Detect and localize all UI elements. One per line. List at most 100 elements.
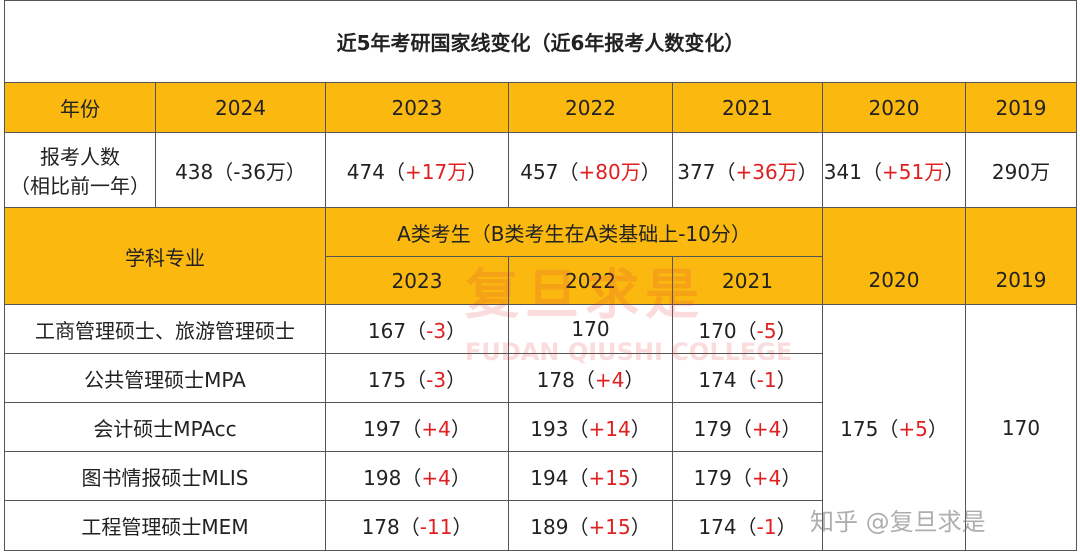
cell-text: ） [630, 416, 651, 441]
cell-text: 189（ [530, 515, 589, 539]
year: 2020 [822, 82, 966, 133]
cell-text: -1 [756, 515, 777, 539]
table-row: 会计硕士MPAcc 197（+4） 193（+14） 179（+4） [4, 402, 1077, 452]
table-row: 工程管理硕士MEM 178（-11） 189（+15） 174（-1） [4, 500, 1077, 551]
cell-text: -3 [426, 367, 447, 392]
cell-text: +14 [588, 416, 631, 441]
year: 2023 [325, 82, 509, 133]
cell-text: 175（ [840, 417, 899, 441]
score: 178（-11） [325, 500, 509, 551]
subject-header: 学科专业 [4, 207, 326, 305]
cell-text: ） [450, 465, 471, 490]
cell-text: +15 [588, 465, 631, 490]
applicant-count: 474（+17万） [325, 132, 509, 208]
cell-text: +36万 [735, 159, 798, 184]
score: 179（+4） [672, 451, 823, 501]
cell-text: ） [781, 416, 802, 441]
year: 2021 [672, 82, 823, 133]
cell-text: 174（ [698, 367, 757, 392]
year: 2019 [965, 207, 1077, 305]
cell-text: ） [776, 318, 797, 343]
cell-text: +80万 [578, 159, 641, 184]
cell-text: -5 [756, 318, 777, 343]
subject: 工程管理硕士MEM [4, 500, 326, 551]
score: 174（-1） [672, 353, 823, 403]
table-row: 年份 2024 2023 2022 2021 2020 2019 [4, 82, 1077, 133]
cell-text: 193（ [530, 416, 589, 441]
cell-text: 457（ [520, 159, 579, 184]
group-header: A类考生（B类考生在A类基础上-10分） [325, 207, 823, 257]
cell-text: 377（ [677, 159, 736, 184]
cell-text: +4 [421, 465, 451, 490]
score: 170（-5） [672, 304, 823, 354]
score: 178（+4） [508, 353, 673, 403]
cell-text: ） [630, 465, 651, 490]
score: 167（-3） [325, 304, 509, 354]
cell-text: ） [452, 515, 473, 539]
year: 2024 [155, 82, 326, 133]
applicant-count: 438（-36万） [155, 132, 326, 208]
cell-text: ） [797, 159, 818, 184]
cell-text: 438（-36万） [175, 159, 306, 184]
title: 近5年考研国家线变化（近6年报考人数变化） [4, 0, 1077, 83]
score: 194（+15） [508, 451, 673, 501]
year: 2020 [822, 207, 966, 305]
cell-text: 170（ [698, 318, 757, 343]
label-line: 报考人数 [40, 145, 120, 169]
cell-text: +15 [588, 515, 631, 539]
score: 170 [965, 304, 1077, 551]
cell-text: 474（ [346, 159, 405, 184]
cell-text: ） [446, 367, 467, 392]
subject: 图书情报硕士MLIS [4, 451, 326, 501]
subject: 公共管理硕士MPA [4, 353, 326, 403]
label-line: （相比前一年） [10, 174, 150, 198]
cell-text: 290万 [991, 159, 1051, 184]
score: 198（+4） [325, 451, 509, 501]
cell-text: ） [640, 159, 661, 184]
cell-text: 179（ [693, 465, 752, 490]
subject: 工商管理硕士、旅游管理硕士 [4, 304, 326, 354]
table-row: 2023 2022 2021 [5, 256, 1077, 305]
applicant-count: 457（+80万） [508, 132, 673, 208]
score: 189（+15） [508, 500, 673, 551]
applicant-count: 290万 [965, 132, 1077, 208]
cell-text: +4 [421, 416, 451, 441]
cell-text: ） [776, 515, 797, 539]
table-row: 报考人数 （相比前一年） 438（-36万） 474（+17万） 457（+80万） 37… [4, 132, 1077, 208]
cell-text: +4 [751, 465, 782, 490]
cell-text: +51万 [881, 159, 945, 184]
header-label: 年份 [4, 82, 156, 133]
cell-text: ） [450, 416, 471, 441]
table-row: 近5年考研国家线变化（近6年报考人数变化） [4, 0, 1077, 83]
cell-text: 198（ [363, 465, 422, 490]
cell-text: ） [624, 367, 645, 392]
score: 179（+4） [672, 402, 823, 452]
year: 2022 [508, 82, 673, 133]
cell-text: -3 [426, 318, 447, 343]
cell-text: ） [776, 367, 797, 392]
cell-text: 341（ [823, 159, 882, 184]
cell-text: 174（ [698, 515, 757, 539]
cell-text: ） [446, 318, 467, 343]
cell-text: -11 [419, 515, 453, 539]
score: 170 [508, 304, 673, 354]
cell-text: 179（ [693, 416, 752, 441]
cell-text: ） [630, 515, 651, 539]
row-label: 报考人数 （相比前一年） [4, 132, 156, 208]
cell-text: -1 [756, 367, 777, 392]
cell-text: +4 [751, 416, 782, 441]
cell-text: 170 [571, 317, 610, 341]
cell-text: 170 [1001, 415, 1041, 440]
cell-text: ） [944, 159, 965, 184]
applicant-count: 341（+51万） [822, 132, 966, 208]
table-row: 公共管理硕士MPA 175（-3） 178（+4） 174（-1） [4, 353, 1077, 403]
cell-text: 178（ [536, 367, 595, 392]
cell-text: 167（ [367, 318, 427, 343]
score: 175（+5） [822, 304, 966, 551]
year: 2021 [672, 256, 823, 305]
score-table: 近5年考研国家线变化（近6年报考人数变化） 年份 2024 2023 2022 2021 2… [4, 0, 1077, 551]
cell-text: ） [467, 159, 488, 184]
cell-text: ） [927, 417, 948, 441]
year: 2023 [325, 256, 509, 305]
table-row: 学科专业 A类考生（B类考生在A类基础上-10分） 2020 2019 [4, 207, 1077, 305]
